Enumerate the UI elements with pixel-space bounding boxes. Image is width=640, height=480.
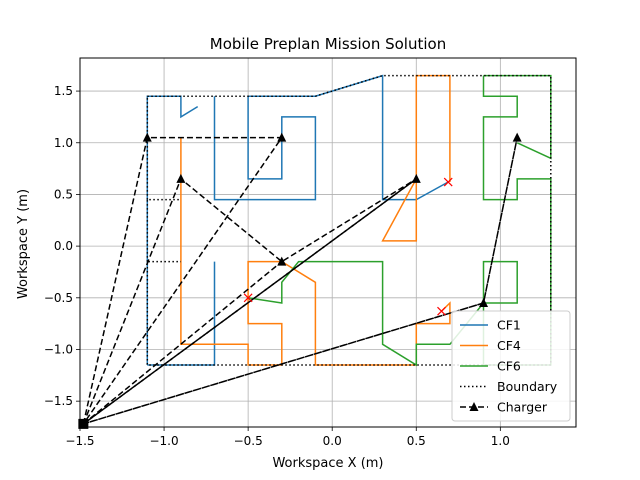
x-marker bbox=[437, 306, 446, 316]
x-tick-label: 0.0 bbox=[323, 434, 342, 448]
series-cf4-line bbox=[180, 137, 451, 366]
y-tick-label: 1.0 bbox=[54, 136, 73, 150]
legend-boundary-label: Boundary bbox=[497, 379, 558, 394]
charger-marker bbox=[142, 132, 152, 142]
charger-marker bbox=[277, 132, 287, 142]
charger-marker bbox=[512, 132, 522, 142]
y-tick-label: −1.0 bbox=[44, 342, 73, 356]
y-tick-label: 0.0 bbox=[54, 239, 73, 253]
charger-marker bbox=[176, 173, 186, 183]
y-axis-label: Workspace Y (m) bbox=[16, 189, 31, 299]
axes-frame bbox=[79, 57, 577, 428]
series-charger-line bbox=[82, 136, 284, 425]
x-tick-label: 0.5 bbox=[407, 434, 426, 448]
x-marker bbox=[243, 293, 253, 303]
y-tick-label: 1.5 bbox=[54, 84, 73, 98]
x-axis-ticks: −1.5 −1.0 −0.5 0.0 0.5 1.0 bbox=[65, 427, 510, 448]
series-cf4-line bbox=[381, 74, 451, 242]
series-charger-line bbox=[82, 178, 417, 425]
x-axis-label: Workspace X (m) bbox=[272, 456, 383, 471]
legend-cf4-label: CF4 bbox=[497, 338, 521, 353]
legend-cf6-label: CF6 bbox=[497, 359, 521, 374]
x-marker bbox=[443, 177, 453, 187]
legend-cf1-label: CF1 bbox=[497, 318, 521, 333]
series-charger-line bbox=[82, 261, 283, 425]
y-axis-ticks: −1.5 −1.0 −0.5 0.0 0.5 1.0 1.5 bbox=[44, 84, 80, 408]
x-tick-label: 1.0 bbox=[491, 434, 510, 448]
legend-charger-marker bbox=[469, 402, 479, 411]
legend: CF1 CF4 CF6 Boundary Charger bbox=[451, 310, 571, 422]
x-tick-label: −1.0 bbox=[149, 434, 178, 448]
series-cf6-line bbox=[482, 75, 552, 366]
y-tick-label: 0.5 bbox=[54, 187, 73, 201]
legend-charger-label: Charger bbox=[497, 400, 548, 415]
charger-marker bbox=[479, 297, 489, 307]
depot-marker bbox=[78, 418, 89, 429]
plot-lines bbox=[78, 74, 552, 429]
x-tick-label: −1.5 bbox=[65, 434, 94, 448]
y-tick-label: −0.5 bbox=[44, 291, 73, 305]
chart-title: Mobile Preplan Mission Solution bbox=[210, 35, 446, 53]
legend-box bbox=[451, 310, 571, 422]
series-cf1-line bbox=[213, 74, 449, 201]
y-tick-label: −1.5 bbox=[44, 394, 73, 408]
series-boundary-line bbox=[146, 198, 181, 262]
series-cf6-line bbox=[247, 260, 485, 367]
charger-marker bbox=[411, 173, 421, 183]
charger-marker bbox=[277, 256, 287, 266]
x-tick-label: −0.5 bbox=[234, 434, 263, 448]
series-cf1-line bbox=[146, 95, 199, 365]
